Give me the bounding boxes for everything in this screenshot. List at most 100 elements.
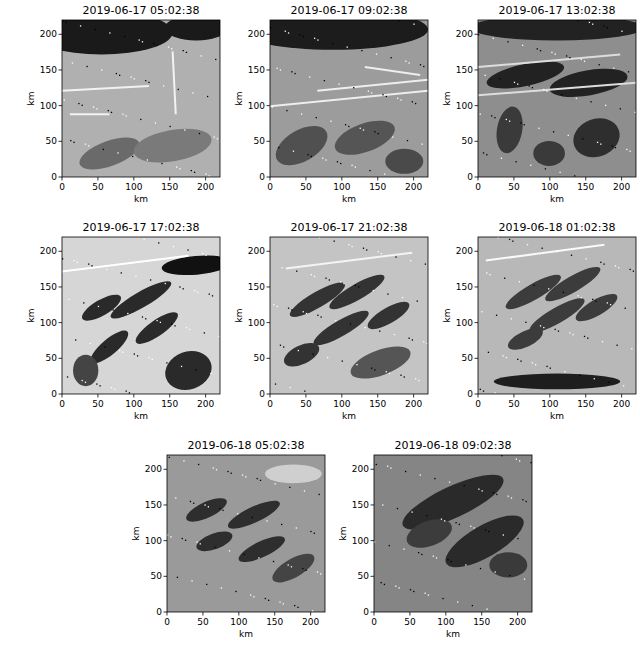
image-speckle xyxy=(122,352,123,353)
image-speckle xyxy=(215,59,216,60)
image-feature xyxy=(310,305,373,350)
image-streak xyxy=(286,253,412,269)
panel-title: 2019-06-17 17:02:38 xyxy=(83,221,200,234)
image-speckle xyxy=(553,131,554,132)
image-speckle xyxy=(420,474,421,475)
x-tick xyxy=(62,177,63,181)
image-speckle xyxy=(537,48,538,49)
x-tick xyxy=(310,612,311,616)
image-speckle xyxy=(209,293,210,294)
image-speckle xyxy=(288,564,289,565)
image-speckle xyxy=(634,112,635,113)
image-speckle xyxy=(398,587,399,588)
image-speckle xyxy=(310,531,311,532)
image-speckle xyxy=(459,524,460,525)
x-tick-label: 0 xyxy=(267,399,273,409)
image-speckle xyxy=(214,547,215,548)
y-tick xyxy=(59,105,63,106)
x-tick-label: 150 xyxy=(266,617,283,627)
image-feature xyxy=(268,548,318,588)
image-speckle xyxy=(548,288,549,289)
image-speckle xyxy=(317,571,318,572)
image-speckle xyxy=(363,129,364,130)
image-speckle xyxy=(297,607,298,608)
image-speckle xyxy=(112,309,113,310)
y-axis-label: km xyxy=(234,309,244,323)
x-tick-label: 200 xyxy=(302,617,319,627)
image-speckle xyxy=(395,256,396,257)
image-speckle xyxy=(311,274,312,275)
image-speckle xyxy=(499,78,500,79)
image-speckle xyxy=(451,561,452,562)
image-speckle xyxy=(517,538,518,539)
image-speckle xyxy=(421,143,422,144)
image-speckle xyxy=(412,101,413,102)
panel: 0501001502000501001502002019-06-18 09:02… xyxy=(338,439,532,639)
x-tick-label: 0 xyxy=(475,182,481,192)
image-speckle xyxy=(134,353,135,354)
x-tick-label: 200 xyxy=(405,399,422,409)
image-speckle xyxy=(582,138,583,139)
x-tick-label: 0 xyxy=(267,182,273,192)
image-speckle xyxy=(397,508,398,509)
image-speckle xyxy=(250,594,251,595)
y-tick-label: 200 xyxy=(40,246,57,256)
image-speckle xyxy=(572,334,573,335)
x-axis-label: km xyxy=(134,194,148,204)
image-speckle xyxy=(165,283,166,284)
y-tick-label: 150 xyxy=(248,65,265,75)
image-background xyxy=(478,20,636,177)
image-speckle xyxy=(258,557,259,558)
image-speckle xyxy=(185,540,186,541)
image-speckle xyxy=(350,323,351,324)
x-tick-label: 0 xyxy=(59,182,65,192)
image-speckle xyxy=(558,330,559,331)
image-speckle xyxy=(222,510,223,511)
image-speckle xyxy=(179,168,180,169)
y-tick-label: 50 xyxy=(254,353,266,363)
image-speckle xyxy=(221,587,222,588)
x-tick xyxy=(270,394,271,398)
image-speckle xyxy=(283,346,284,347)
image-speckle xyxy=(186,327,187,328)
image-feature xyxy=(489,552,527,577)
x-tick-label: 150 xyxy=(577,182,594,192)
image-speckle xyxy=(303,311,304,312)
image-speckle xyxy=(312,353,313,354)
image-speckle xyxy=(272,106,273,107)
x-tick-label: 100 xyxy=(125,182,142,192)
x-tick-label: 150 xyxy=(161,399,178,409)
image-speckle xyxy=(143,239,144,240)
image-speckle xyxy=(515,161,516,162)
image-speckle xyxy=(296,527,297,528)
y-tick xyxy=(59,322,63,323)
image-speckle xyxy=(389,545,390,546)
panel-title: 2019-06-18 09:02:38 xyxy=(395,439,512,452)
image-speckle xyxy=(64,99,65,100)
y-tick xyxy=(59,141,63,142)
image-speckle xyxy=(80,25,81,26)
y-axis-label: km xyxy=(234,92,244,106)
image-speckle xyxy=(85,143,86,144)
image-speckle xyxy=(196,369,197,370)
image-speckle xyxy=(428,594,429,595)
image-speckle xyxy=(174,325,175,326)
image-speckle xyxy=(353,87,354,88)
image-speckle xyxy=(502,355,503,356)
image-speckle xyxy=(520,122,521,123)
y-tick-label: 150 xyxy=(456,282,473,292)
image-speckle xyxy=(434,478,435,479)
axes-frame xyxy=(478,20,636,177)
image-speckle xyxy=(126,390,127,391)
y-tick-label: 200 xyxy=(248,29,265,39)
image-speckle xyxy=(121,272,122,273)
image-speckle xyxy=(525,322,526,323)
image-speckle xyxy=(314,276,315,277)
image-speckle xyxy=(277,68,278,69)
satellite-image xyxy=(270,20,428,177)
x-tick xyxy=(621,394,622,398)
image-speckle xyxy=(597,142,598,143)
satellite-image xyxy=(478,20,636,177)
image-speckle xyxy=(600,262,601,263)
image-speckle xyxy=(245,476,246,477)
